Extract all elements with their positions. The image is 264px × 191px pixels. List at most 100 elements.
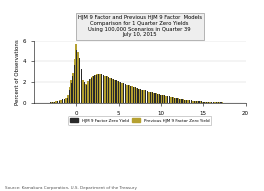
Bar: [145, 90, 146, 103]
Bar: [179, 99, 180, 103]
Bar: [157, 94, 158, 103]
Bar: [70, 80, 72, 103]
Bar: [203, 102, 204, 103]
Bar: [87, 81, 89, 103]
Bar: [152, 92, 153, 103]
Bar: [66, 98, 67, 103]
Bar: [182, 99, 183, 103]
Bar: [54, 102, 55, 103]
Bar: [187, 100, 188, 103]
Bar: [211, 102, 213, 103]
Bar: [81, 69, 82, 103]
Bar: [209, 102, 211, 103]
Bar: [121, 83, 123, 103]
Bar: [181, 99, 182, 103]
Bar: [179, 99, 180, 103]
Bar: [206, 102, 207, 103]
Bar: [201, 101, 202, 103]
Bar: [155, 93, 157, 103]
Bar: [172, 97, 173, 103]
Bar: [133, 87, 134, 103]
Bar: [185, 100, 187, 103]
Bar: [128, 85, 129, 103]
Bar: [176, 98, 177, 103]
Bar: [110, 78, 111, 103]
Bar: [169, 96, 170, 103]
Bar: [170, 97, 172, 103]
Bar: [64, 99, 65, 103]
Bar: [127, 84, 128, 103]
Bar: [198, 101, 199, 103]
Bar: [104, 76, 106, 103]
Bar: [135, 87, 136, 103]
Bar: [114, 80, 116, 103]
Bar: [193, 100, 194, 103]
Bar: [135, 88, 136, 103]
Bar: [221, 102, 222, 103]
Bar: [84, 82, 85, 103]
Bar: [119, 82, 121, 103]
Bar: [211, 102, 212, 103]
Bar: [196, 101, 197, 103]
Bar: [50, 102, 51, 103]
Bar: [57, 101, 58, 103]
Bar: [214, 102, 216, 103]
Bar: [109, 78, 111, 103]
Bar: [55, 101, 56, 103]
Bar: [79, 62, 81, 103]
Bar: [142, 90, 143, 103]
Y-axis label: Percent of Observations: Percent of Observations: [15, 39, 20, 105]
Bar: [192, 100, 194, 103]
X-axis label: Zero Coupon Bond Yield (Percent): Zero Coupon Bond Yield (Percent): [93, 118, 186, 124]
Bar: [123, 83, 124, 103]
Bar: [116, 80, 117, 103]
Bar: [148, 91, 150, 103]
Bar: [89, 79, 91, 103]
Bar: [59, 100, 60, 103]
Bar: [189, 100, 190, 103]
Bar: [164, 95, 165, 103]
Legend: HJM 9 Factor Zero Yield, Previous HJM 9 Factor Zero Yield: HJM 9 Factor Zero Yield, Previous HJM 9 …: [68, 116, 211, 125]
Bar: [150, 92, 151, 103]
Bar: [187, 100, 189, 103]
Bar: [97, 74, 99, 103]
Bar: [106, 76, 107, 103]
Bar: [208, 102, 209, 103]
Bar: [123, 83, 124, 103]
Bar: [74, 59, 75, 103]
Bar: [153, 93, 155, 103]
Bar: [84, 83, 86, 103]
Bar: [130, 86, 131, 103]
Bar: [138, 89, 140, 103]
Bar: [162, 95, 163, 103]
Bar: [140, 89, 141, 103]
Bar: [158, 94, 160, 103]
Bar: [81, 73, 82, 103]
Bar: [174, 98, 175, 103]
Bar: [79, 58, 80, 103]
Bar: [136, 88, 138, 103]
Bar: [71, 83, 72, 103]
Bar: [184, 100, 185, 103]
Bar: [99, 74, 101, 103]
Bar: [69, 90, 70, 103]
Bar: [61, 100, 62, 103]
Bar: [76, 44, 77, 103]
Bar: [101, 74, 102, 103]
Bar: [197, 101, 199, 103]
Bar: [152, 92, 153, 103]
Bar: [206, 102, 208, 103]
Bar: [138, 88, 139, 103]
Bar: [52, 102, 53, 103]
Bar: [199, 101, 201, 103]
Bar: [128, 85, 130, 103]
Bar: [76, 50, 77, 103]
Bar: [208, 102, 209, 103]
Bar: [86, 84, 87, 103]
Bar: [163, 96, 165, 103]
Bar: [106, 76, 107, 103]
Bar: [175, 98, 177, 103]
Bar: [60, 100, 62, 103]
Bar: [67, 98, 68, 103]
Title: HJM 9 Factor and Previous HJM 9 Factor  Models
Comparison for 1 Quarter Zero Yie: HJM 9 Factor and Previous HJM 9 Factor M…: [78, 15, 202, 37]
